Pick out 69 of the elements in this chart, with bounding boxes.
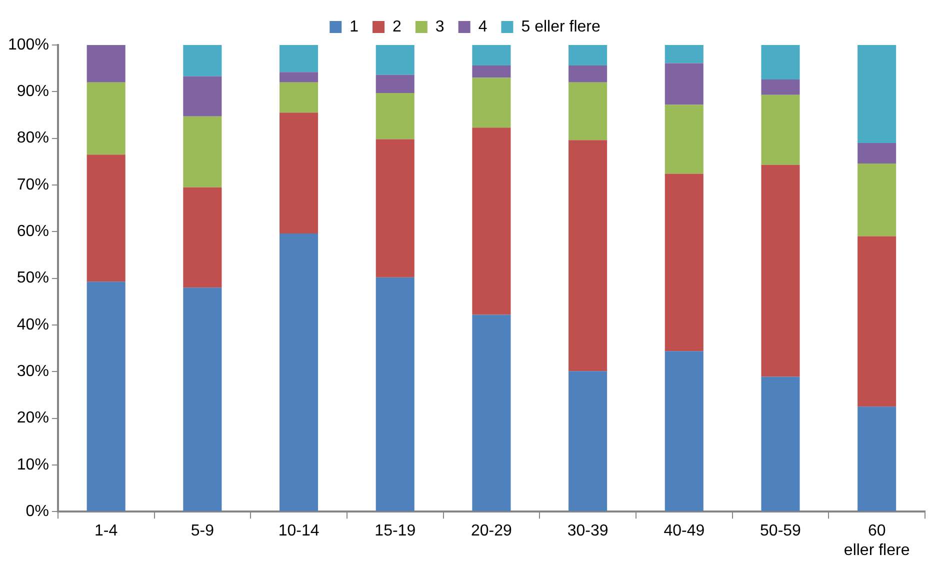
bar [86,45,126,82]
bar [183,76,222,116]
bar [664,63,704,105]
x-tick-label: 40-49 [664,522,705,540]
bar [472,78,511,128]
bar [183,288,222,512]
bar [183,116,222,188]
x-tick-label: 20-29 [471,522,512,540]
bar [472,45,511,66]
x-tick-label: 10-14 [278,522,320,540]
x-tick-label: 50-59 [760,522,802,540]
bar [86,154,126,282]
bar [376,139,414,278]
bar [472,314,511,512]
x-tick-label: 60 eller flere [844,522,910,559]
legend-label: 4 [478,18,488,36]
bar [568,45,608,66]
bar [664,174,704,352]
bar [280,72,318,82]
bar [280,112,318,234]
y-tick-label: 80% [16,130,49,147]
y-tick-label: 70% [16,176,49,194]
bar [280,82,318,113]
bar [183,187,222,288]
bar [761,45,800,80]
bar [376,45,414,75]
bar [568,82,608,140]
bar [664,45,704,64]
y-tick-label: 20% [16,410,49,427]
bar [664,104,704,174]
bar [183,45,222,76]
bar [568,140,608,372]
bar [86,82,126,155]
legend-label: 5 eller flere [521,18,600,36]
x-tick-label: 30-39 [567,522,608,540]
bar [664,351,704,512]
bar [376,277,414,512]
bar [761,164,800,377]
bar [858,236,896,407]
y-tick-label: 100% [8,36,49,54]
x-tick-label: 5-9 [190,522,214,540]
bar [280,45,318,72]
bar [858,45,896,143]
legend-label: 1 [350,18,359,36]
bar [568,66,608,82]
y-tick-label: 10% [16,456,49,474]
bar [761,80,800,95]
bar [376,93,414,140]
y-tick-label: 30% [16,363,49,380]
bar [761,94,800,165]
legend-label: 3 [435,18,444,36]
bar [568,371,608,512]
y-tick-label: 40% [16,316,49,334]
y-tick-label: 60% [16,223,49,240]
bar [280,234,318,512]
bar [761,376,800,512]
bar [376,74,414,94]
y-tick-label: 50% [16,270,49,287]
bar [86,282,126,512]
x-tick-label: 15-19 [374,522,416,540]
y-tick-label: 90% [16,83,49,100]
x-tick-label: 1-4 [94,522,118,540]
bar [472,66,511,78]
legend-label: 2 [392,18,402,36]
bar [858,142,896,164]
y-tick-label: 0% [26,503,49,520]
bar [472,128,511,315]
bar [858,406,896,512]
bar [858,164,896,236]
